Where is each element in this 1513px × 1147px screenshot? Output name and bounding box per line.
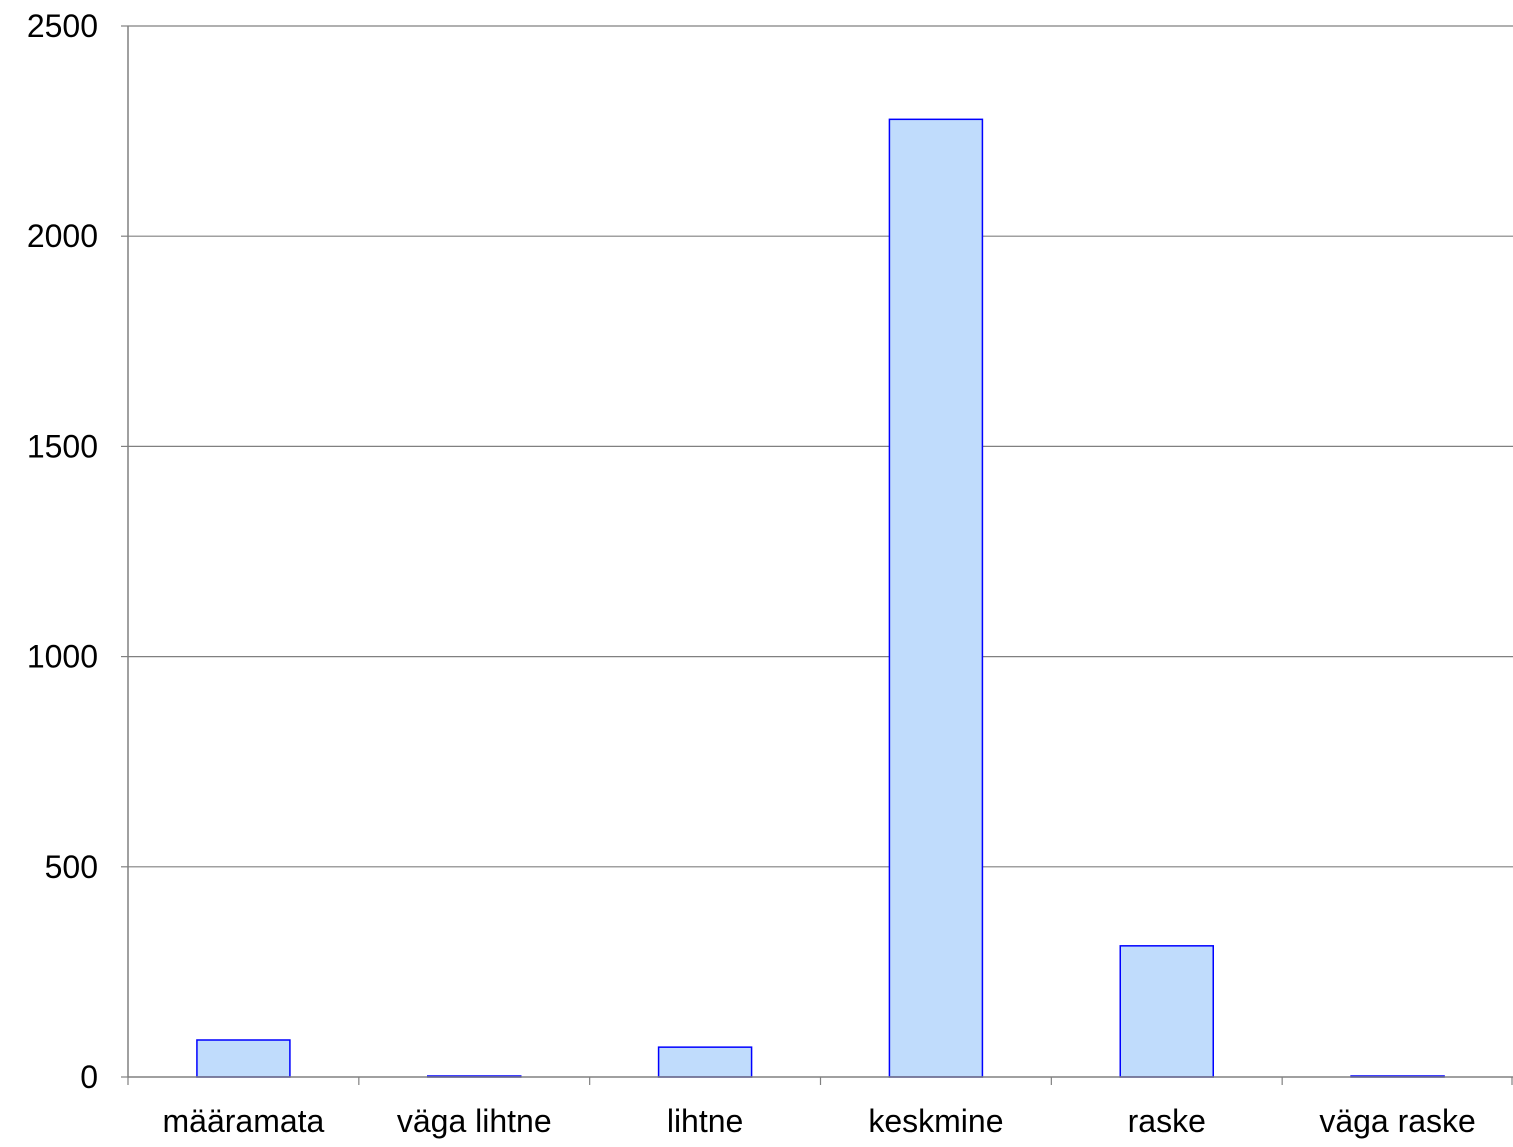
y-tick-label: 2000 bbox=[27, 218, 98, 254]
y-tick-label: 1500 bbox=[27, 428, 98, 464]
gridlines bbox=[128, 25, 1513, 868]
y-tick-label: 2500 bbox=[27, 8, 98, 44]
axes bbox=[121, 25, 1513, 1085]
y-tick-label: 500 bbox=[45, 849, 98, 885]
y-tick-label: 1000 bbox=[27, 639, 98, 675]
bar-4 bbox=[1119, 945, 1214, 1078]
bar-0 bbox=[196, 1039, 291, 1078]
x-tick-label: lihtne bbox=[667, 1103, 744, 1139]
bars bbox=[196, 118, 1445, 1078]
y-tick-label: 0 bbox=[80, 1059, 98, 1095]
y-tick-labels: 0 500 1000 1500 2000 2500 bbox=[27, 8, 98, 1095]
x-tick-label: määramata bbox=[162, 1103, 324, 1139]
x-tick-label: väga raske bbox=[1319, 1103, 1476, 1139]
x-tick-labels: määramata väga lihtne lihtne keskmine raske v… bbox=[162, 1103, 1475, 1139]
bar-2 bbox=[657, 1046, 753, 1078]
x-tick-label: väga lihtne bbox=[397, 1103, 552, 1139]
bar-3 bbox=[888, 118, 984, 1078]
x-tick-label: keskmine bbox=[868, 1103, 1003, 1139]
x-tick-label: raske bbox=[1128, 1103, 1206, 1139]
